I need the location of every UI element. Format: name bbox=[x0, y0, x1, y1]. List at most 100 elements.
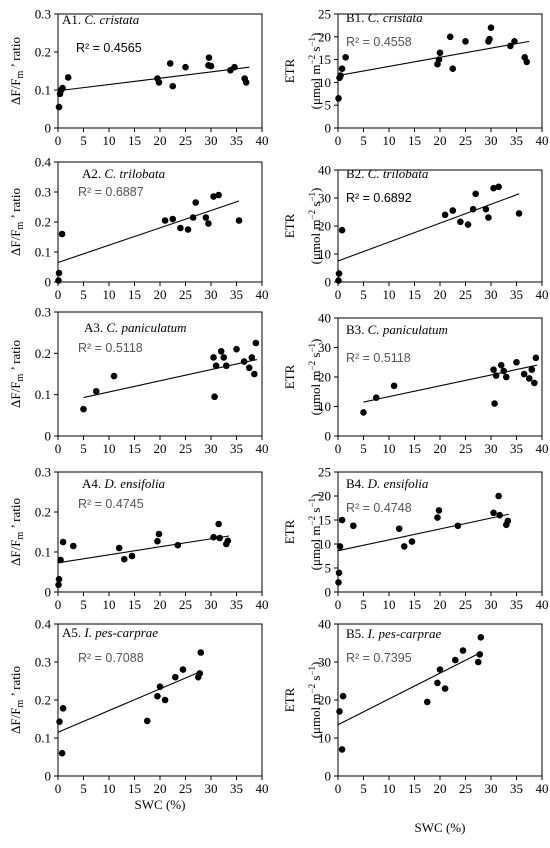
y-tick-label: 0.2 bbox=[35, 45, 51, 60]
panel-title-A1: A1. C. cristata bbox=[62, 12, 140, 27]
ylabel-part: ) bbox=[308, 188, 323, 192]
data-point bbox=[435, 507, 443, 514]
ylabel-subscript: m bbox=[15, 71, 26, 79]
r2-label-B5: R² = 0.7395 bbox=[346, 651, 412, 665]
ylabel-part: ΔF/F bbox=[8, 230, 23, 256]
data-point bbox=[59, 705, 67, 712]
y-tick-label: 0.3 bbox=[35, 7, 51, 22]
panel-species: I. pes-carprae bbox=[367, 626, 442, 641]
x-tick-label: 40 bbox=[256, 441, 269, 456]
data-point bbox=[59, 538, 67, 546]
ylabel-part: ΔF/F bbox=[8, 79, 23, 105]
y-tick-label: 15 bbox=[318, 52, 331, 67]
x-tick-label: 25 bbox=[459, 287, 472, 302]
y-tick-label: 5 bbox=[325, 98, 332, 113]
x-tick-label: 5 bbox=[360, 133, 367, 148]
panel-A2: 0 5 10 15 20 25 30 35 40 0 0.1 0.2 0.3 0.4 A2. C. tril… bbox=[8, 155, 269, 303]
data-point bbox=[215, 520, 222, 528]
data-point bbox=[435, 56, 443, 63]
x-tick-label: 25 bbox=[179, 781, 192, 796]
y-tick-label: 0.3 bbox=[35, 185, 51, 200]
y-axis-label-A1: ΔF/Fm ’ ratio bbox=[8, 37, 26, 105]
y-axis-label-B3: ETR bbox=[282, 364, 297, 389]
data-point bbox=[338, 226, 346, 234]
data-point bbox=[523, 58, 530, 66]
data-point bbox=[251, 370, 258, 378]
panel-B3: 0 5 10 15 20 25 30 35 40 0 10 20 30 40 B3. C. panicula… bbox=[282, 311, 549, 457]
data-point bbox=[336, 708, 343, 715]
y-axis-unit-B2: (μmol m−2 s−1) bbox=[307, 188, 323, 265]
ylabel-subscript: m bbox=[15, 374, 26, 382]
x-tick-label: 20 bbox=[154, 781, 167, 796]
data-point bbox=[216, 534, 223, 542]
data-point bbox=[233, 345, 240, 353]
x-tick-label: 25 bbox=[179, 133, 192, 148]
data-point bbox=[224, 537, 232, 545]
data-point bbox=[342, 54, 349, 61]
panel-title-B3: B3. C. paniculatum bbox=[346, 322, 448, 337]
x-tick-label: 35 bbox=[510, 441, 523, 456]
x-tick-label: 30 bbox=[205, 287, 218, 302]
data-point bbox=[235, 217, 243, 224]
y-axis-label-B2: ETR bbox=[282, 213, 297, 238]
data-point bbox=[223, 362, 230, 370]
panel-title-B2: B2. C. trilobata bbox=[346, 166, 429, 181]
data-point bbox=[242, 79, 250, 86]
data-point bbox=[169, 215, 177, 223]
x-axis-label-right: SWC (%) bbox=[415, 820, 466, 835]
data-point bbox=[189, 214, 197, 221]
data-point bbox=[449, 207, 457, 214]
y-tick-label: 20 bbox=[318, 370, 331, 385]
data-point bbox=[143, 717, 151, 725]
y-axis-label-A4: ΔF/Fm ’ ratio bbox=[8, 498, 26, 566]
data-point bbox=[507, 42, 514, 50]
data-point bbox=[154, 692, 161, 700]
r2-label-B2: R² = 0.6892 bbox=[346, 191, 412, 205]
data-point bbox=[58, 230, 66, 238]
y-tick-label: 0.2 bbox=[35, 215, 51, 230]
x-tick-label: 15 bbox=[128, 133, 141, 148]
ylabel-superscript: −1 bbox=[307, 666, 317, 676]
panel-A4: 0 5 10 15 20 25 30 35 40 0 0.1 0.2 0.3 A4. D. ensifol… bbox=[8, 465, 269, 613]
panel-label: A1. bbox=[62, 12, 84, 27]
data-point bbox=[338, 516, 346, 524]
x-tick-label: 10 bbox=[103, 781, 116, 796]
y-tick-label: 10 bbox=[318, 75, 331, 90]
y-tick-label: 0.2 bbox=[35, 505, 51, 520]
y-tick-label: 5 bbox=[325, 561, 332, 576]
x-tick-label: 10 bbox=[383, 441, 396, 456]
x-tick-label: 10 bbox=[383, 597, 396, 612]
y-axis-label-A5: ΔF/Fm ’ ratio bbox=[8, 666, 26, 734]
ylabel-superscript: −1 bbox=[307, 192, 317, 202]
data-point bbox=[511, 38, 518, 45]
data-point bbox=[449, 65, 457, 73]
data-point bbox=[372, 394, 380, 401]
data-point bbox=[531, 379, 538, 387]
panel-label: A5. bbox=[62, 625, 84, 640]
panel-species: C. trilobata bbox=[368, 166, 429, 181]
panel-species: D. ensifolia bbox=[367, 476, 429, 491]
r2-label-B4: R² = 0.4748 bbox=[346, 501, 412, 515]
y-tick-label: 0.1 bbox=[35, 545, 51, 560]
panel-species: C. paniculatum bbox=[106, 320, 186, 335]
y-tick-label: 0 bbox=[325, 769, 332, 784]
data-point bbox=[80, 405, 87, 413]
data-point bbox=[202, 214, 210, 221]
data-point bbox=[477, 634, 485, 641]
trend-line-B5 bbox=[337, 652, 482, 726]
data-point bbox=[252, 339, 260, 347]
y-tick-label: 0.1 bbox=[35, 731, 51, 746]
data-point bbox=[335, 277, 342, 284]
x-tick-label: 30 bbox=[205, 597, 218, 612]
x-tick-label: 20 bbox=[154, 287, 167, 302]
ylabel-part: ) bbox=[308, 494, 323, 498]
data-point bbox=[395, 525, 403, 532]
ylabel-superscript: −2 bbox=[307, 361, 317, 371]
x-tick-label: 5 bbox=[80, 287, 87, 302]
x-tick-label: 15 bbox=[128, 597, 141, 612]
data-point bbox=[401, 543, 408, 550]
y-axis-unit-B5: (μmol m−2 s−1) bbox=[307, 662, 323, 739]
ylabel-part: (μmol m bbox=[308, 693, 323, 738]
x-tick-label: 25 bbox=[459, 441, 472, 456]
data-point bbox=[155, 79, 163, 86]
